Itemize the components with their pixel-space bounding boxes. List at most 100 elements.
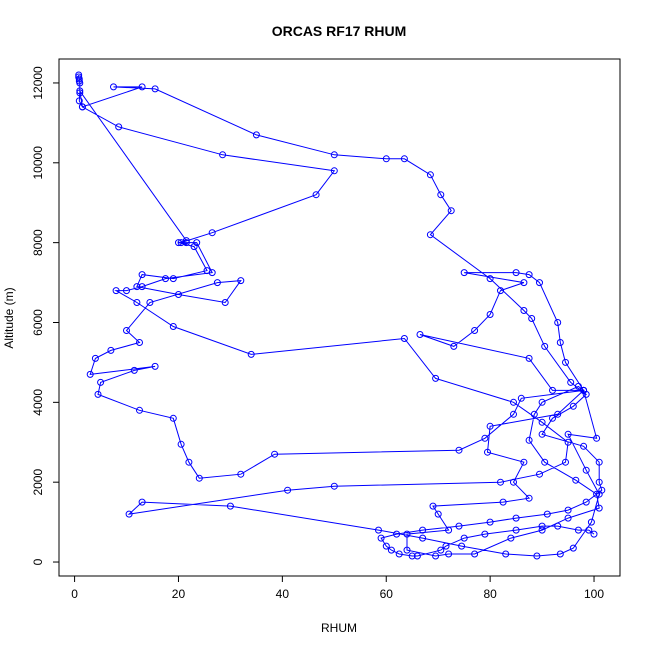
plot-frame [58,58,621,577]
data-point [510,410,517,418]
data-point [587,518,595,526]
data-point [497,287,504,295]
data-point [512,269,520,277]
data-point [75,75,83,83]
data-point [437,191,445,199]
y-tick-label: 10000 [31,146,45,180]
data-point [481,434,489,442]
x-tick-label: 100 [584,587,604,601]
data-point [525,354,533,362]
data-point [226,502,234,510]
data-point [556,339,564,346]
data-point [387,546,395,554]
data-point [533,552,541,560]
data-point [432,374,440,382]
data-point [408,552,416,560]
data-point [541,342,549,350]
data-point [497,478,504,486]
data-point [76,87,84,95]
data-point [538,430,546,438]
data-point [484,448,491,456]
data-point [151,85,159,93]
data-point [437,546,445,554]
data-point [190,243,198,251]
x-tick-label: 80 [483,587,497,601]
data-point [133,283,141,291]
data-point [185,458,193,466]
data-point [284,486,292,494]
data-point [169,414,177,422]
series-line [78,75,603,557]
data-point [564,438,572,446]
x-tick-label: 0 [71,587,78,601]
data-point [400,335,408,342]
data-point [538,398,546,406]
data-point [382,155,390,163]
data-point [486,311,494,318]
series-rhum [75,71,606,560]
data-point [382,542,390,550]
data-point [595,504,603,512]
data-point [395,550,403,558]
data-point [94,390,102,398]
data-point [429,502,437,510]
data-point [486,275,494,283]
data-point [507,534,515,542]
data-point [177,440,185,448]
data-point [460,269,468,277]
data-point [471,550,479,558]
data-point [445,526,453,534]
chart-title: ORCAS RF17 RHUM [272,23,407,39]
data-point [458,542,466,550]
data-point [413,552,421,560]
y-tick-label: 6000 [31,309,45,336]
data-point [182,237,190,245]
x-tick-label: 20 [172,587,186,601]
data-point [564,506,572,514]
data-point [536,279,543,287]
data-point [520,458,528,466]
data-point [510,398,517,406]
data-point [136,406,143,414]
data-point [330,167,338,175]
data-point [146,299,154,306]
data-point [525,494,533,502]
data-point [78,103,86,111]
data-point [426,171,434,179]
x-axis: 0 20 40 60 80 100 [71,576,604,601]
data-point [169,275,177,283]
data-point [208,229,216,237]
data-point [593,434,601,442]
data-point [556,550,564,558]
data-point [574,526,582,534]
data-point [538,522,546,530]
data-point [330,482,338,490]
data-point [499,498,507,506]
data-point [138,498,146,506]
data-point [76,89,84,97]
data-point [330,151,338,159]
data-point [543,510,551,518]
data-point [237,470,245,478]
data-point [582,390,590,398]
data-point [569,402,577,410]
y-tick-label: 12000 [31,66,45,100]
data-point [112,287,120,295]
data-point [175,239,182,247]
data-point [572,476,580,484]
data-point [549,414,556,422]
x-axis-label: RHUM [321,621,357,635]
data-point [528,315,536,322]
data-point [403,546,411,554]
data-point [107,346,115,354]
data-point [75,97,83,105]
data-point [252,131,260,139]
data-point [312,191,320,199]
data-point [400,155,408,163]
data-point [554,319,562,326]
data-point [569,544,577,552]
data-point [562,358,569,366]
data-point [403,530,411,538]
data-point [419,526,427,534]
